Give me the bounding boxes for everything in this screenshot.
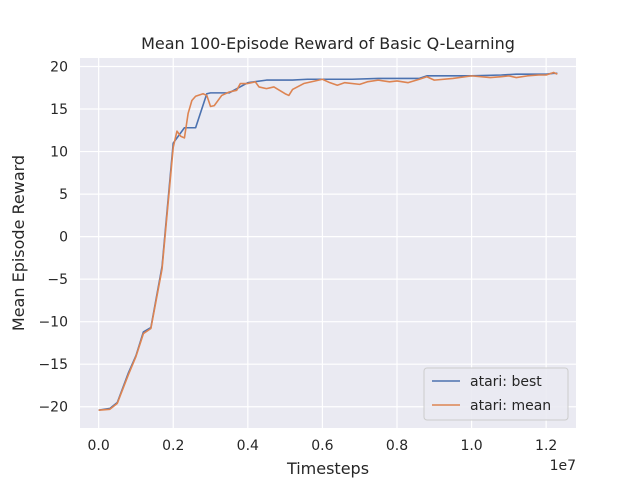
x-tick-labels: 0.0 0.2 0.4 0.6 0.8 1.0 1.2 <box>88 438 558 454</box>
x-tick-label: 0.6 <box>311 438 333 454</box>
plot-area <box>80 58 576 428</box>
legend-label-best: atari: best <box>470 374 542 390</box>
x-tick-label: 0.4 <box>237 438 259 454</box>
chart-title: Mean 100-Episode Reward of Basic Q-Learn… <box>141 34 515 53</box>
x-gridlines <box>98 58 547 428</box>
y-tick-label: 15 <box>50 102 68 118</box>
y-tick-label: −5 <box>47 272 68 288</box>
x-tick-label: 0.0 <box>88 438 110 454</box>
y-tick-label: −15 <box>38 357 68 373</box>
y-axis-label: Mean Episode Reward <box>9 155 28 331</box>
y-tick-label: 20 <box>50 60 68 76</box>
series-line-best <box>98 72 558 411</box>
y-tick-labels: −20 −15 −10 −5 0 5 10 15 20 <box>38 60 68 416</box>
x-tick-label: 0.8 <box>386 438 408 454</box>
y-tick-label: 0 <box>59 230 68 246</box>
y-tick-label: −10 <box>38 315 68 331</box>
legend-label-mean: atari: mean <box>470 398 551 414</box>
series-layer <box>98 71 558 411</box>
y-tick-label: 10 <box>50 145 68 161</box>
y-tick-label: −20 <box>38 400 68 416</box>
x-axis-label: Timesteps <box>286 459 369 478</box>
series-line-mean <box>98 71 558 411</box>
legend: atari: best atari: mean <box>423 367 569 421</box>
y-gridlines <box>80 65 576 408</box>
x-tick-label: 1.2 <box>535 438 557 454</box>
y-tick-label: 5 <box>59 187 68 203</box>
x-tick-label: 0.2 <box>162 438 184 454</box>
x-offset-label: 1e7 <box>550 458 576 474</box>
x-tick-label: 1.0 <box>460 438 482 454</box>
